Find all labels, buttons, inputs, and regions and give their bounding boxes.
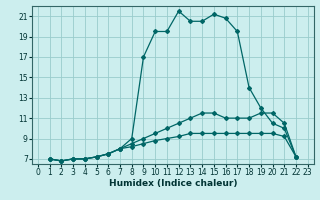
X-axis label: Humidex (Indice chaleur): Humidex (Indice chaleur) — [108, 179, 237, 188]
